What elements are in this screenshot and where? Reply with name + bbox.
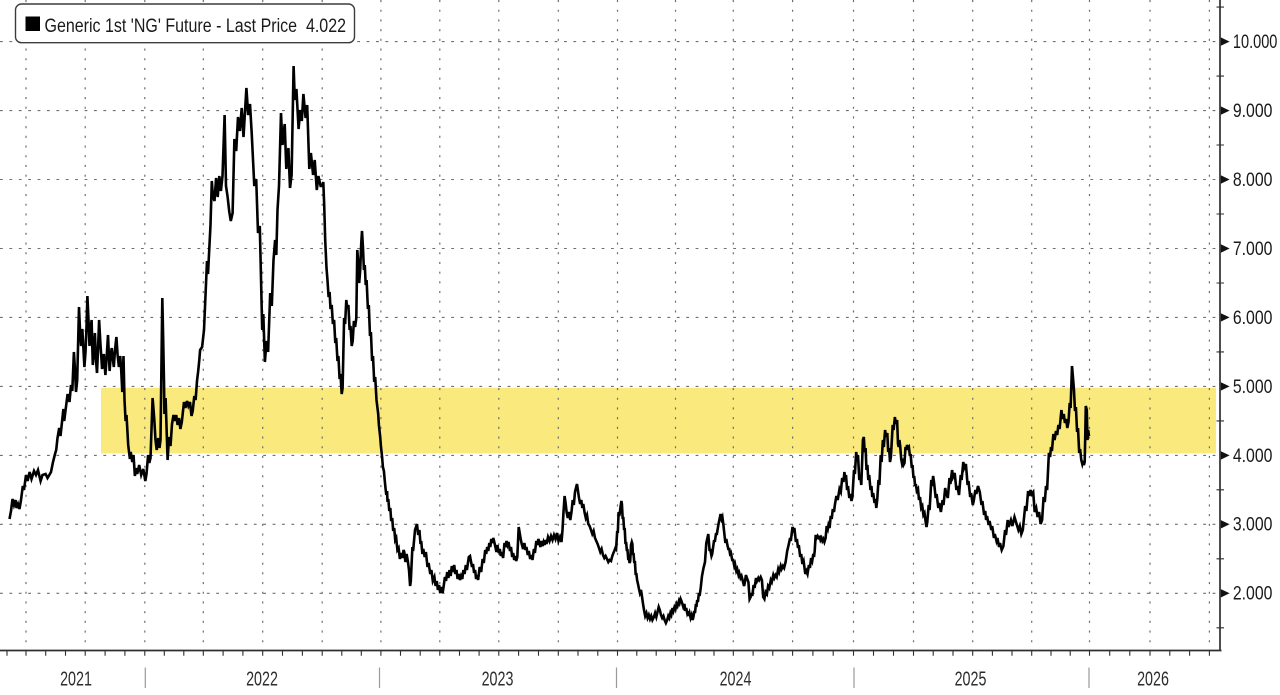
svg-text:2025: 2025 xyxy=(955,669,987,691)
svg-text:Generic 1st 'NG' Future - Last: Generic 1st 'NG' Future - Last Price 4.0… xyxy=(45,15,347,37)
svg-text:2.000: 2.000 xyxy=(1233,584,1273,605)
svg-text:2023: 2023 xyxy=(482,669,514,691)
svg-text:2026: 2026 xyxy=(1137,669,1169,691)
svg-text:2021: 2021 xyxy=(60,669,92,691)
svg-text:10.000: 10.000 xyxy=(1233,32,1278,53)
svg-text:7.000: 7.000 xyxy=(1233,239,1273,260)
svg-text:6.000: 6.000 xyxy=(1233,308,1273,329)
svg-text:2024: 2024 xyxy=(720,669,752,691)
svg-text:9.000: 9.000 xyxy=(1233,101,1273,122)
svg-text:5.000: 5.000 xyxy=(1233,377,1273,398)
svg-text:8.000: 8.000 xyxy=(1233,170,1273,191)
svg-text:4.000: 4.000 xyxy=(1233,446,1273,467)
svg-text:3.000: 3.000 xyxy=(1233,515,1273,536)
svg-text:2022: 2022 xyxy=(246,669,278,691)
